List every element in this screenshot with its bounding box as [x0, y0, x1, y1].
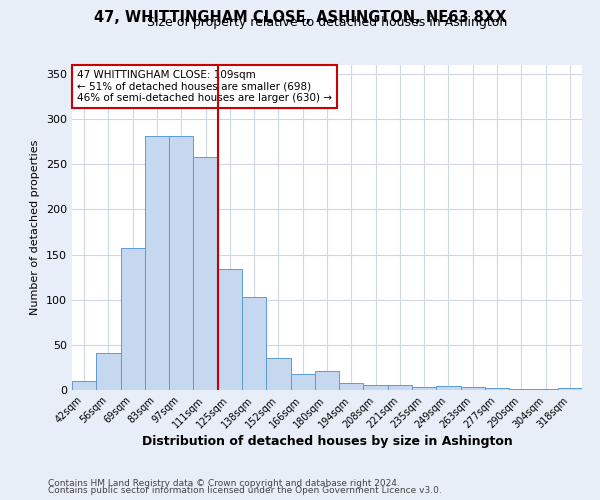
Text: Contains public sector information licensed under the Open Government Licence v3: Contains public sector information licen… — [48, 486, 442, 495]
Bar — [364, 384, 388, 390]
Bar — [533, 389, 558, 390]
Bar — [558, 388, 582, 390]
Bar — [436, 386, 461, 390]
Bar — [121, 248, 145, 390]
Bar — [96, 353, 121, 390]
Bar — [388, 386, 412, 390]
Bar — [485, 388, 509, 390]
Bar — [242, 297, 266, 390]
Title: Size of property relative to detached houses in Ashington: Size of property relative to detached ho… — [147, 16, 507, 29]
X-axis label: Distribution of detached houses by size in Ashington: Distribution of detached houses by size … — [142, 436, 512, 448]
Y-axis label: Number of detached properties: Number of detached properties — [31, 140, 40, 315]
Bar — [509, 389, 533, 390]
Text: Contains HM Land Registry data © Crown copyright and database right 2024.: Contains HM Land Registry data © Crown c… — [48, 478, 400, 488]
Bar — [266, 358, 290, 390]
Bar — [72, 381, 96, 390]
Bar — [218, 269, 242, 390]
Text: 47, WHITTINGHAM CLOSE, ASHINGTON, NE63 8XX: 47, WHITTINGHAM CLOSE, ASHINGTON, NE63 8… — [94, 10, 506, 25]
Text: 47 WHITTINGHAM CLOSE: 109sqm
← 51% of detached houses are smaller (698)
46% of s: 47 WHITTINGHAM CLOSE: 109sqm ← 51% of de… — [77, 70, 332, 103]
Bar — [315, 371, 339, 390]
Bar — [461, 388, 485, 390]
Bar — [145, 136, 169, 390]
Bar — [339, 383, 364, 390]
Bar — [193, 157, 218, 390]
Bar — [169, 136, 193, 390]
Bar — [412, 388, 436, 390]
Bar — [290, 374, 315, 390]
